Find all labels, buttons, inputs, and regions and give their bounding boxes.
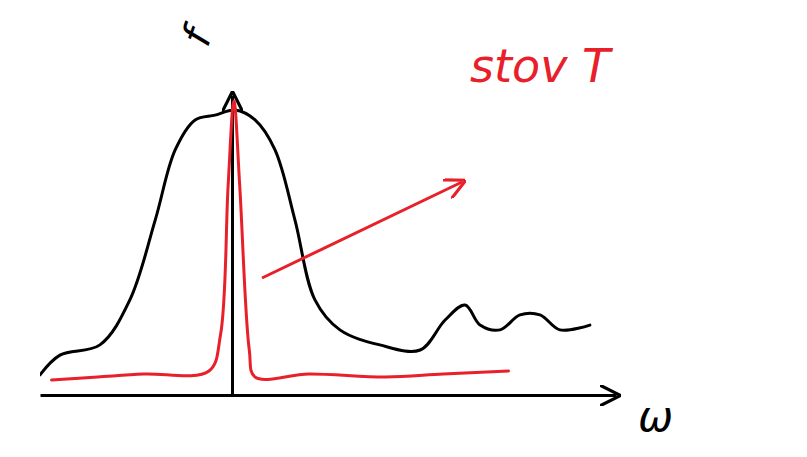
y-axis-title: f xyxy=(173,17,223,52)
series-line xyxy=(40,110,590,375)
x-axis-title: ω xyxy=(638,392,673,441)
plot-area xyxy=(40,101,590,380)
series-line xyxy=(52,101,509,380)
y-axis xyxy=(232,96,233,396)
x-axis-line xyxy=(41,394,617,397)
annotation: stov T xyxy=(470,39,614,93)
x-axis xyxy=(41,395,617,396)
chart: f ω stov T xyxy=(0,0,807,457)
annotation-arrow xyxy=(262,182,462,278)
